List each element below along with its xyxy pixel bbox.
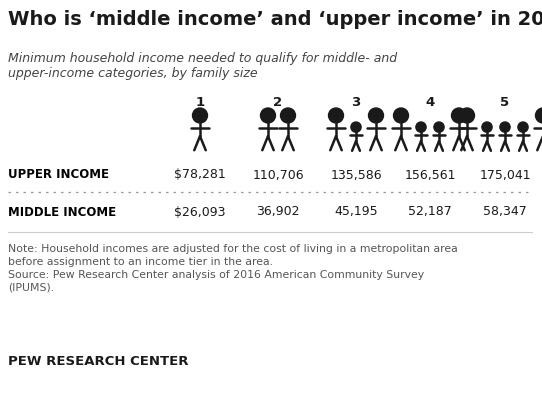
Text: 156,561: 156,561 — [404, 168, 456, 182]
Text: 175,041: 175,041 — [479, 168, 531, 182]
Text: 45,195: 45,195 — [334, 206, 378, 218]
Circle shape — [460, 108, 474, 123]
Circle shape — [328, 108, 344, 123]
Circle shape — [451, 108, 467, 123]
Text: 135,586: 135,586 — [330, 168, 382, 182]
Text: 52,187: 52,187 — [408, 206, 452, 218]
Circle shape — [518, 122, 528, 132]
Text: 36,902: 36,902 — [256, 206, 300, 218]
Circle shape — [434, 122, 444, 132]
Text: (IPUMS).: (IPUMS). — [8, 283, 54, 293]
Text: upper-income categories, by family size: upper-income categories, by family size — [8, 67, 257, 80]
Text: Minimum household income needed to qualify for middle- and: Minimum household income needed to quali… — [8, 52, 397, 65]
Text: 1: 1 — [196, 96, 204, 109]
Text: 110,706: 110,706 — [252, 168, 304, 182]
Text: before assignment to an income tier in the area.: before assignment to an income tier in t… — [8, 257, 273, 267]
Text: 2: 2 — [273, 96, 282, 109]
Circle shape — [192, 108, 208, 123]
Text: 4: 4 — [425, 96, 435, 109]
Circle shape — [369, 108, 384, 123]
Text: Note: Household incomes are adjusted for the cost of living in a metropolitan ar: Note: Household incomes are adjusted for… — [8, 244, 458, 254]
Text: Source: Pew Research Center analysis of 2016 American Community Survey: Source: Pew Research Center analysis of … — [8, 270, 424, 280]
Text: 5: 5 — [500, 96, 509, 109]
Circle shape — [535, 108, 542, 123]
Text: $26,093: $26,093 — [174, 206, 226, 218]
Text: UPPER INCOME: UPPER INCOME — [8, 168, 109, 182]
Text: PEW RESEARCH CENTER: PEW RESEARCH CENTER — [8, 355, 189, 368]
Circle shape — [482, 122, 492, 132]
Circle shape — [351, 122, 361, 132]
Text: $78,281: $78,281 — [174, 168, 226, 182]
Circle shape — [261, 108, 275, 123]
Circle shape — [281, 108, 295, 123]
Text: Who is ‘middle income’ and ‘upper income’ in 2016?: Who is ‘middle income’ and ‘upper income… — [8, 10, 542, 29]
Circle shape — [416, 122, 426, 132]
Circle shape — [393, 108, 409, 123]
Circle shape — [500, 122, 510, 132]
Text: MIDDLE INCOME: MIDDLE INCOME — [8, 206, 116, 218]
Text: 3: 3 — [351, 96, 360, 109]
Text: 58,347: 58,347 — [483, 206, 527, 218]
